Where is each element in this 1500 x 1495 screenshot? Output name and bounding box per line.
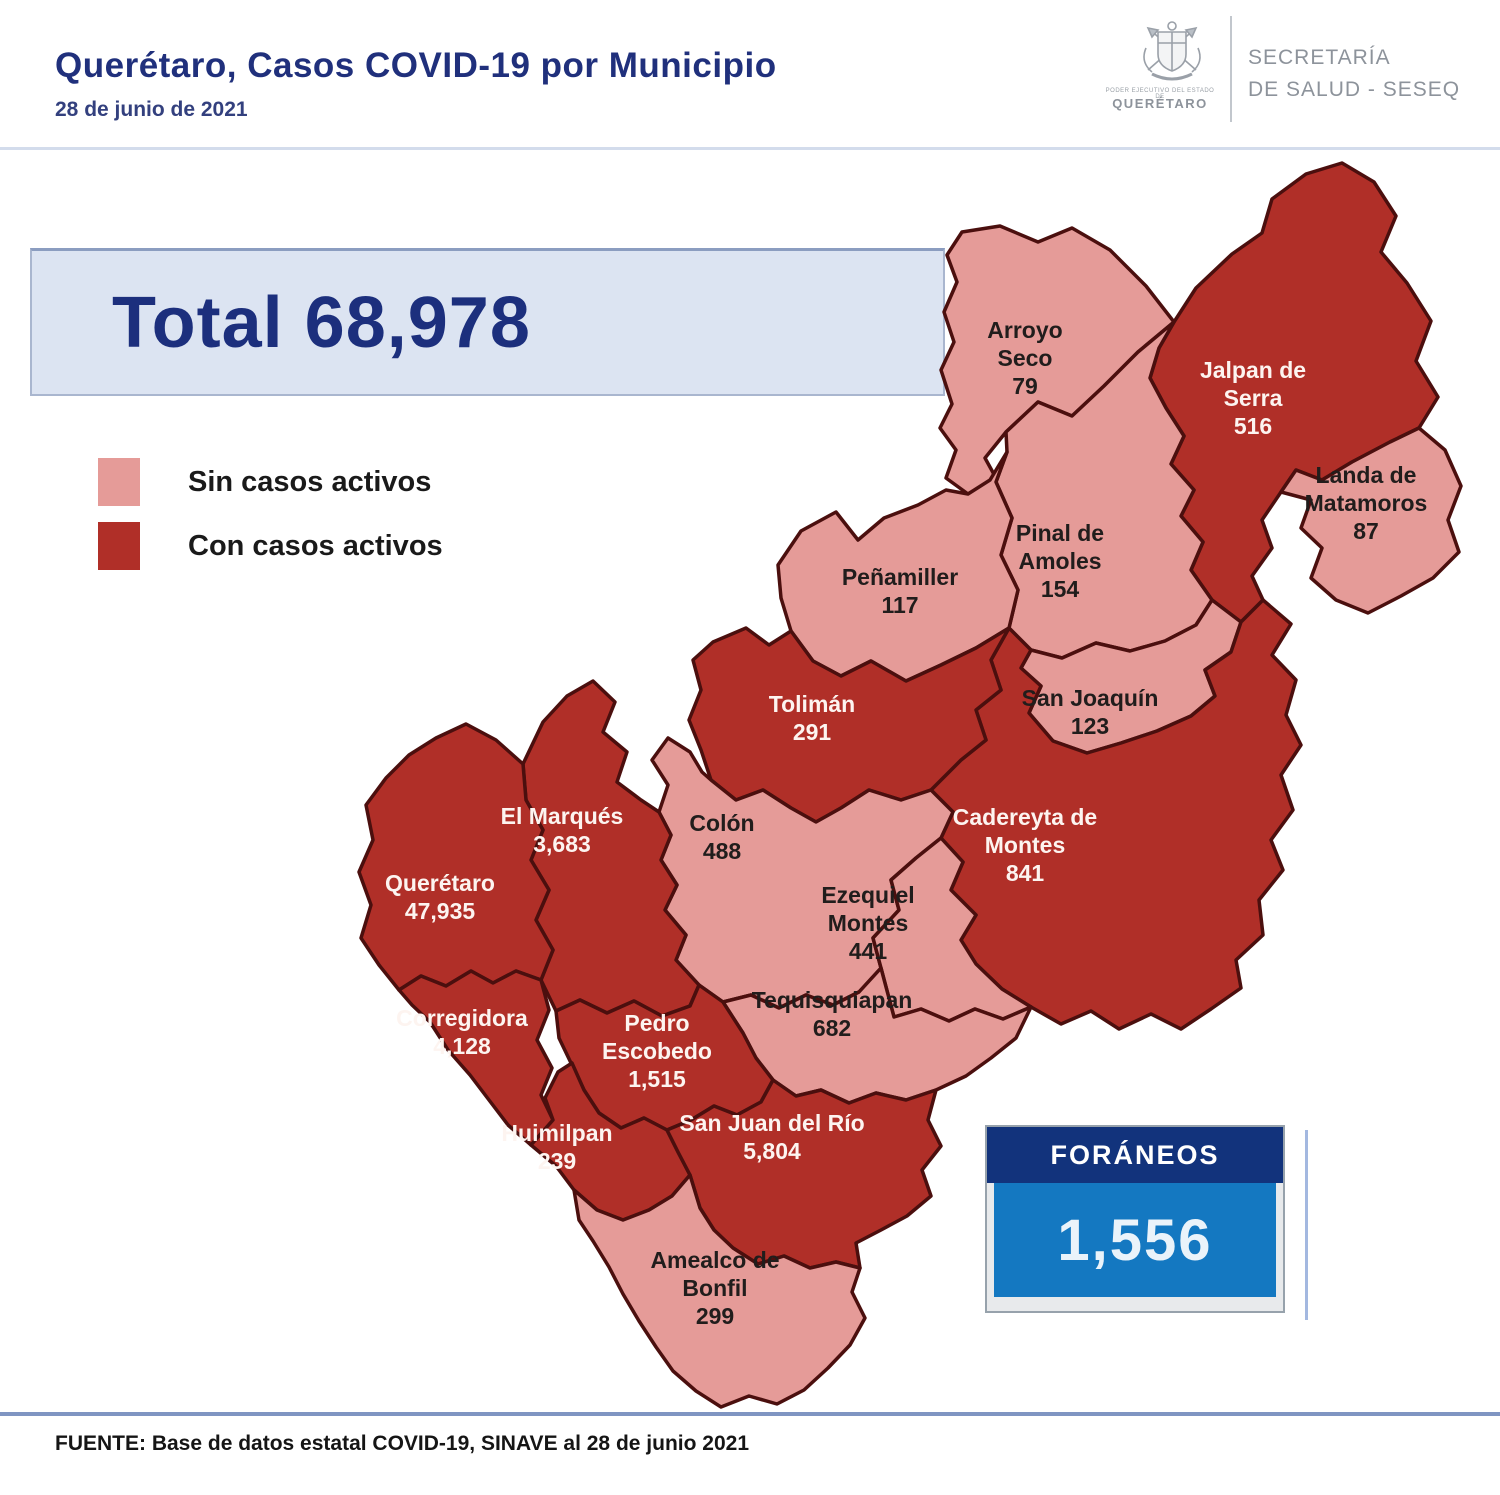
legend-label-no-active-cases: Sin casos activos (188, 465, 432, 498)
foraneos-value: 1,556 (994, 1183, 1276, 1297)
foraneos-box: FORÁNEOS 1,556 (985, 1125, 1285, 1313)
label-amealco-de-bonfil: Amealco de Bonfil 299 (650, 1247, 779, 1329)
region-landa-de-matamoros (1279, 426, 1463, 615)
label-jalpan-de-serra: Jalpan de Serra 516 (1200, 357, 1306, 439)
total-label: Total (112, 282, 284, 363)
queretaro-crest-icon (1143, 21, 1201, 81)
region-queretaro (357, 722, 555, 992)
label-tequisquiapan: Tequisquiapan 682 (752, 987, 913, 1041)
header-divider (0, 147, 1500, 150)
region-corregidora (397, 969, 555, 1147)
legend-swatch-no-active-cases (98, 458, 140, 506)
legend-item-active: Con casos activos (98, 522, 443, 570)
report-date: 28 de junio de 2021 (55, 98, 248, 121)
agency-name: SECRETARÍA DE SALUD - SESEQ (1248, 42, 1460, 106)
logo-divider (1230, 16, 1232, 122)
label-landa-de-matamoros: Landa de Matamoros 87 (1305, 462, 1428, 544)
label-el-marques: El Marqués 3,683 (501, 803, 624, 857)
foraneos-accent-line (1305, 1130, 1308, 1320)
label-ezequiel-montes: Ezequiel Montes 441 (821, 882, 914, 964)
map-legend: Sin casos activos Con casos activos (98, 458, 443, 586)
label-san-juan-del-rio: San Juan del Río 5,804 (679, 1110, 864, 1164)
agency-line1: SECRETARÍA (1248, 46, 1391, 69)
legend-swatch-active-cases (98, 522, 140, 570)
region-arroyo-seco (938, 224, 1176, 496)
label-colon: Colón 488 (689, 810, 754, 864)
total-value: 68,978 (304, 282, 531, 363)
logo-block: PODER EJECUTIVO DEL ESTADO DE QUERÉTARO … (1100, 14, 1480, 134)
total-cases: Total 68,978 (112, 251, 531, 394)
label-penamiller: Peñamiller 117 (842, 564, 958, 618)
label-pinal-de-amoles: Pinal de Amoles 154 (1016, 520, 1104, 602)
legend-label-active-cases: Con casos activos (188, 529, 443, 562)
label-cadereyta-de-montes: Cadereyta de Montes 841 (953, 804, 1097, 886)
label-pedro-escobedo: Pedro Escobedo 1,515 (602, 1010, 712, 1092)
foraneos-title: FORÁNEOS (987, 1127, 1283, 1183)
footer-divider (0, 1412, 1500, 1416)
page-title: Querétaro, Casos COVID-19 por Municipio (55, 46, 777, 85)
label-corregidora: Corregidora 4,128 (396, 1005, 528, 1059)
label-toliman: Tolimán 291 (769, 691, 855, 745)
total-banner: Total 68,978 (30, 248, 945, 396)
label-queretaro: Querétaro 47,935 (385, 870, 495, 924)
legend-item-inactive: Sin casos activos (98, 458, 443, 506)
agency-line2: DE SALUD - SESEQ (1248, 78, 1461, 101)
logo-org-name: QUERÉTARO (1112, 96, 1208, 111)
label-san-joaquin: San Joaquín 123 (1022, 685, 1159, 739)
label-huimilpan: Huimilpan 239 (501, 1120, 612, 1174)
source-note: FUENTE: Base de datos estatal COVID-19, … (55, 1432, 749, 1455)
label-arroyo-seco: Arroyo Seco 79 (987, 317, 1062, 399)
logo-org-small-text: PODER EJECUTIVO DEL ESTADO DE (1105, 88, 1215, 100)
region-amealco-de-bonfil (572, 1173, 867, 1409)
